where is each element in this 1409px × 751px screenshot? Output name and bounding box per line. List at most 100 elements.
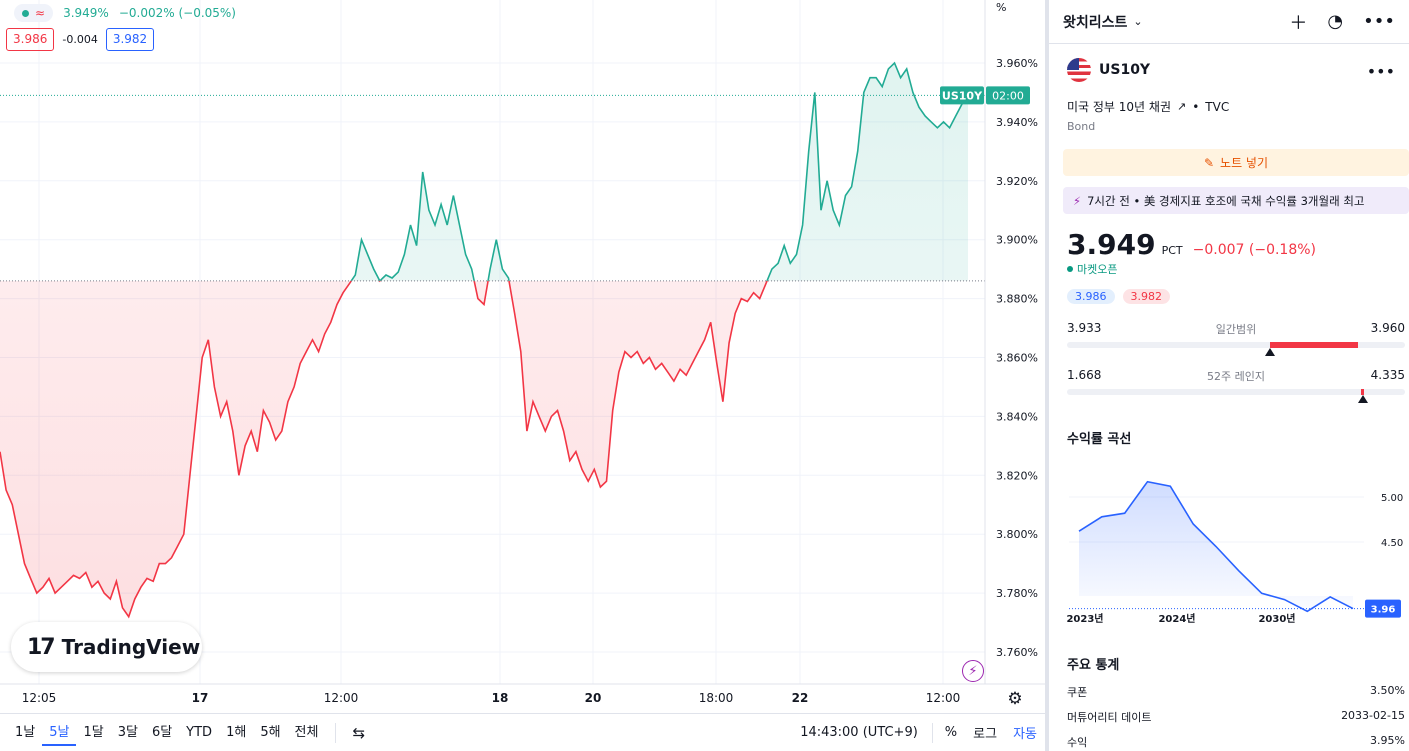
more-options-icon[interactable]: •••: [1363, 11, 1395, 32]
area-fill-down: [0, 280, 968, 617]
legend-last-value: 3.949%: [63, 6, 109, 20]
week52-range-marker-icon: [1357, 395, 1368, 403]
symbol-tag-label: US10Y: [942, 89, 983, 102]
timezone-clock[interactable]: 14:43:00 (UTC+9): [800, 725, 918, 740]
symbol-source: TVC: [1205, 99, 1230, 114]
range-button[interactable]: 전체: [294, 724, 319, 740]
symbol-description-text[interactable]: 미국 정부 10년 채권: [1067, 100, 1171, 114]
range-button[interactable]: 6달: [151, 724, 173, 740]
x-tick-label: 17: [192, 691, 209, 705]
tradingview-wordmark: TradingView: [61, 635, 201, 659]
stat-key: 수익: [1067, 736, 1088, 749]
range-selector: 1날 5날 1달 3달 6달 YTD 1해 5해 전체: [0, 720, 325, 746]
auto-scale-toggle[interactable]: 자동: [1013, 727, 1037, 742]
x-tick-label: 12:00: [926, 691, 961, 705]
chevron-down-icon[interactable]: ⌄: [1133, 15, 1143, 28]
yc-x-label: 2030년: [1258, 612, 1295, 625]
market-status: 마켓오픈: [1067, 261, 1117, 277]
stat-key: 쿠폰: [1067, 686, 1088, 699]
x-tick-label: 12:00: [324, 691, 359, 705]
tradingview-logo[interactable]: 17 TradingView: [11, 622, 202, 672]
day-range-label: 일간범위: [1215, 323, 1257, 336]
week52-range-track: [1067, 389, 1405, 395]
yield-curve-title[interactable]: 수익률 곡선: [1067, 432, 1132, 447]
day-range-fill: [1269, 342, 1358, 348]
add-note-button[interactable]: ✎ 노트 넣기: [1063, 149, 1409, 176]
symbol-more-icon[interactable]: •••: [1366, 62, 1395, 81]
y-tick-label: 3.820%: [996, 469, 1038, 482]
pencil-icon: ✎: [1203, 155, 1215, 170]
log-scale-toggle[interactable]: 로그: [973, 727, 998, 742]
price-unit: PCT: [1161, 244, 1183, 257]
bid-ask-badges: 3.986 3.982: [1067, 289, 1170, 304]
week52-range-fill: [1360, 389, 1364, 395]
range-button[interactable]: 5해: [260, 724, 281, 740]
y-tick-label: 3.900%: [996, 234, 1038, 247]
legend-change: −0.002% (−0.05%): [118, 6, 236, 20]
range-button[interactable]: 1달: [83, 724, 104, 740]
toolbar-divider: [931, 722, 933, 743]
area-fill-up: [351, 63, 968, 281]
buy-price-button[interactable]: 3.982: [105, 28, 155, 51]
x-tick-label: 18: [492, 691, 509, 705]
sell-price-button[interactable]: 3.986: [6, 28, 55, 51]
price-chart[interactable]: % 3.960% 3.940% 3.920% 3.900% 3.880% 3.860% 3.8…: [0, 0, 1045, 713]
range-button[interactable]: 1날: [15, 724, 36, 740]
news-headline[interactable]: ⚡ 7시간 전 • 美 경제지표 호조에 국채 수익률 3개월래 최고: [1063, 187, 1409, 214]
news-headline-text: 7시간 전 • 美 경제지표 호조에 국채 수익률 3개월래 최고: [1087, 193, 1365, 208]
range-button[interactable]: YTD: [186, 724, 213, 740]
external-link-icon[interactable]: ↗: [1177, 100, 1187, 113]
yield-curve-chart[interactable]: 5.00 4.50 3.96 2023년 2024년 2030년: [1059, 460, 1409, 640]
yc-y-tick: 5.00: [1381, 493, 1403, 504]
watchlist-title[interactable]: 왓치리스트: [1063, 14, 1128, 31]
y-tick-label: 3.960%: [996, 57, 1038, 70]
add-note-label: 노트 넣기: [1220, 156, 1269, 170]
y-tick-label: 3.920%: [996, 175, 1038, 188]
legend-status-pill[interactable]: ≈: [14, 4, 54, 22]
day-range-track: [1067, 342, 1405, 348]
pie-chart-icon[interactable]: ◔: [1327, 11, 1344, 32]
bid-badge: 3.986: [1067, 289, 1115, 304]
range-button[interactable]: 5날: [42, 720, 77, 746]
week52-range-low: 1.668: [1067, 368, 1102, 382]
gear-icon[interactable]: ⚙: [1007, 689, 1023, 709]
yc-current-tag: [1365, 599, 1401, 618]
price-change: −0.007 (−0.18%): [1192, 242, 1317, 258]
y-tick-label: 3.760%: [996, 646, 1038, 659]
market-open-dot-icon: [1067, 266, 1073, 272]
chart-pane[interactable]: % 3.960% 3.940% 3.920% 3.900% 3.880% 3.860% 3.8…: [0, 0, 1045, 751]
x-tick-label: 12:05: [22, 691, 57, 705]
y-tick-label: 3.940%: [996, 116, 1038, 129]
price-line-up: [350, 61, 969, 281]
day-range-high: 3.960: [1370, 321, 1405, 335]
us-flag-icon: [1067, 58, 1091, 82]
day-range-marker-icon: [1264, 348, 1275, 356]
percent-scale-toggle[interactable]: %: [944, 725, 958, 740]
day-range: 3.933 일간범위 3.960: [1067, 321, 1405, 361]
legend-bid-ask: 3.986 -0.004 3.982: [6, 28, 155, 51]
last-price-block: 3.949 PCT −0.007 (−0.18%): [1067, 228, 1316, 261]
stat-row: 수익 3.95%: [1067, 734, 1405, 750]
chart-legend: ≈ 3.949% −0.002% (−0.05%): [14, 4, 236, 22]
lightning-icon[interactable]: ⚡: [962, 660, 984, 682]
add-symbol-icon[interactable]: ＋: [1289, 12, 1308, 34]
y-tick-label: 3.780%: [996, 587, 1038, 600]
price-line-down: [0, 280, 768, 619]
goto-date-icon[interactable]: ⇆: [352, 723, 366, 742]
price-axis-unit: %: [996, 1, 1006, 14]
x-tick-label: 18:00: [699, 691, 734, 705]
range-button[interactable]: 3달: [117, 724, 138, 740]
symbol-name[interactable]: US10Y: [1099, 62, 1151, 78]
yc-line: [1078, 480, 1354, 613]
separator-dot: •: [1192, 99, 1200, 114]
stat-value: 3.50%: [1370, 684, 1405, 697]
stat-value: 3.95%: [1370, 734, 1405, 747]
stat-row: 쿠폰 3.50%: [1067, 684, 1405, 700]
countdown-tag-label: 02:00: [992, 89, 1024, 102]
y-tick-label: 3.800%: [996, 528, 1038, 541]
range-button[interactable]: 1해: [226, 724, 247, 740]
market-status-text: 마켓오픈: [1077, 263, 1118, 276]
symbol-header: US10Y: [1067, 58, 1150, 82]
stat-key: 머튜어리티 데이트: [1067, 711, 1152, 724]
week52-range-high: 4.335: [1370, 368, 1405, 382]
